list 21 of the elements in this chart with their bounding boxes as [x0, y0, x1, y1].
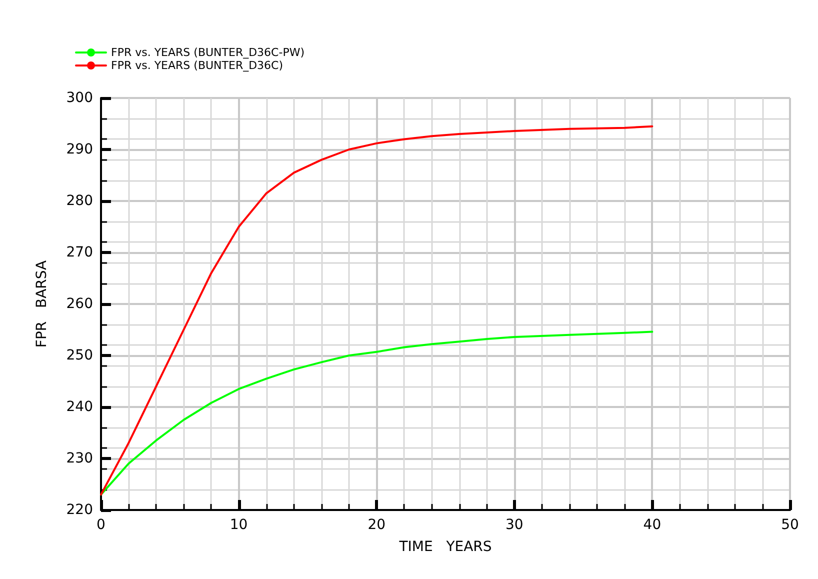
- y-tick-label: 270: [66, 244, 93, 260]
- y-axis-title: FPR BARSA: [34, 260, 50, 348]
- y-tick-label: 290: [66, 142, 93, 158]
- line-series: [100, 125, 654, 496]
- y-tick-label: 240: [66, 399, 93, 415]
- x-axis-title: TIME YEARS: [398, 539, 492, 555]
- x-tick-label: 30: [505, 517, 524, 533]
- line-series: [100, 330, 654, 496]
- y-tick-label: 220: [66, 502, 93, 518]
- legend-label: FPR vs. YEARS (BUNTER_D36C-PW): [111, 46, 304, 59]
- y-tick-label: 250: [66, 348, 93, 364]
- x-tick-label: 40: [643, 517, 662, 533]
- y-tick-label: 260: [66, 296, 93, 312]
- x-tick-label: 10: [230, 517, 248, 533]
- x-tick-label: 50: [781, 517, 799, 533]
- y-tick-label: 230: [66, 450, 93, 466]
- legend-label: FPR vs. YEARS (BUNTER_D36C): [111, 59, 284, 72]
- x-tick-label: 20: [368, 517, 386, 533]
- y-tick-label: 280: [66, 193, 93, 209]
- x-tick-label: 0: [96, 517, 106, 533]
- y-tick-label: 300: [66, 90, 93, 106]
